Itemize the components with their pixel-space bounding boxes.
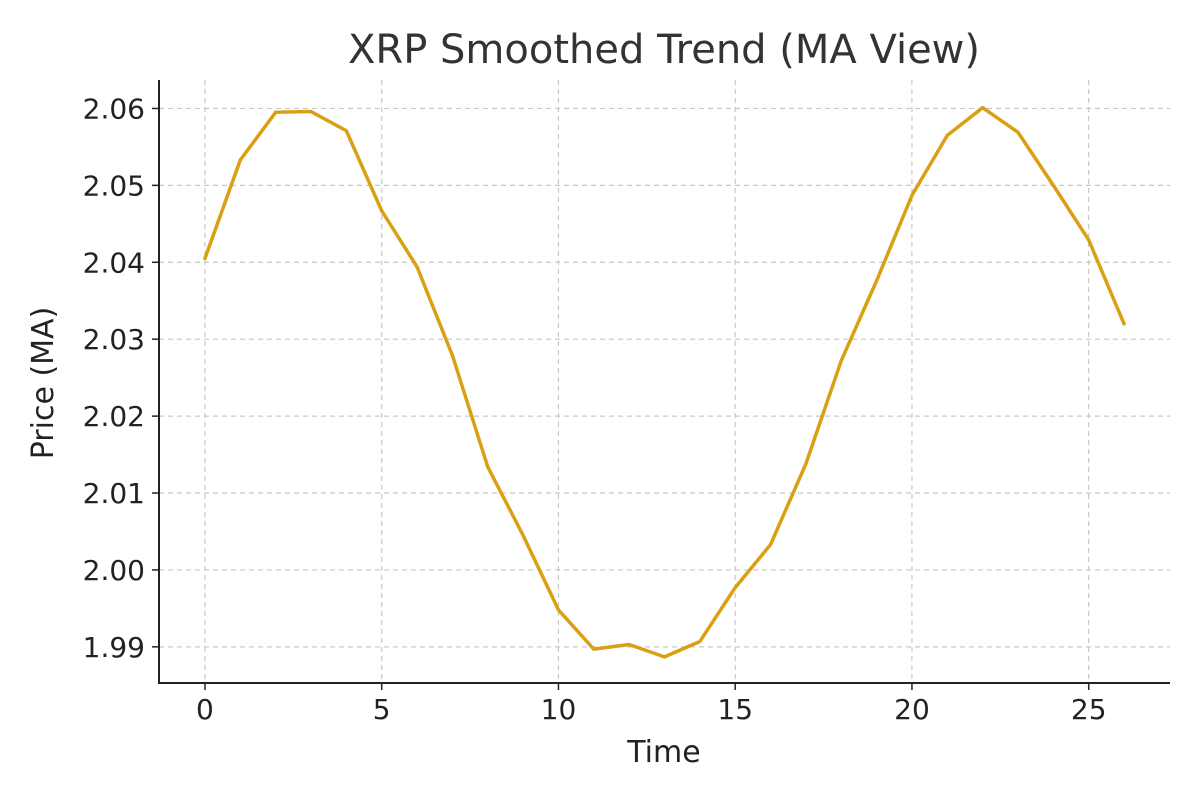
data-point <box>486 465 490 469</box>
axes <box>158 80 1170 684</box>
data-point <box>698 639 702 644</box>
grid <box>159 80 1170 683</box>
x-tick-label: 0 <box>196 693 214 726</box>
data-point <box>450 353 454 357</box>
x-tick-label: 10 <box>541 693 577 726</box>
y-tick-label: 2.06 <box>83 92 145 125</box>
data-point <box>556 608 561 612</box>
series-line <box>203 105 1126 659</box>
data-point <box>662 655 667 659</box>
y-axis-ticks: 1.99 2.00 2.01 2.02 2.03 2.04 2.05 2.06 <box>83 92 159 664</box>
data-point <box>910 193 914 197</box>
x-tick-label: 15 <box>717 693 753 726</box>
y-tick-label: 1.99 <box>83 631 145 664</box>
y-axis-label: Price (MA) <box>26 307 61 460</box>
data-point <box>981 106 985 110</box>
data-point <box>309 109 313 114</box>
data-point <box>238 158 242 162</box>
data-point <box>627 642 631 647</box>
y-tick-label: 2.01 <box>83 477 145 510</box>
y-tick-label: 2.00 <box>83 554 145 587</box>
data-point <box>733 586 737 590</box>
data-point <box>1122 322 1126 326</box>
data-point <box>1051 183 1055 187</box>
data-point <box>203 256 207 261</box>
y-tick-label: 2.03 <box>83 323 145 356</box>
data-point <box>945 133 949 137</box>
data-point <box>768 542 773 547</box>
data-point <box>274 110 278 114</box>
data-point <box>521 533 525 537</box>
data-point <box>875 279 879 283</box>
x-tick-label: 25 <box>1071 693 1107 726</box>
x-tick-label: 20 <box>894 693 930 726</box>
chart-title: XRP Smoothed Trend (MA View) <box>348 27 980 73</box>
series-layer <box>203 105 1126 659</box>
data-point <box>804 462 808 466</box>
x-axis-label: Time <box>626 735 700 770</box>
y-tick-label: 2.02 <box>83 400 145 433</box>
data-point <box>839 359 843 363</box>
y-tick-label: 2.04 <box>83 246 145 279</box>
x-tick-label: 5 <box>373 693 391 726</box>
data-point <box>344 129 348 133</box>
data-point <box>415 265 419 269</box>
data-point <box>1016 130 1020 134</box>
x-axis-ticks: 0 5 10 15 20 25 <box>196 683 1107 726</box>
data-point <box>592 647 596 651</box>
data-point <box>380 209 384 213</box>
data-point <box>1087 238 1091 242</box>
y-tick-label: 2.05 <box>83 169 145 202</box>
